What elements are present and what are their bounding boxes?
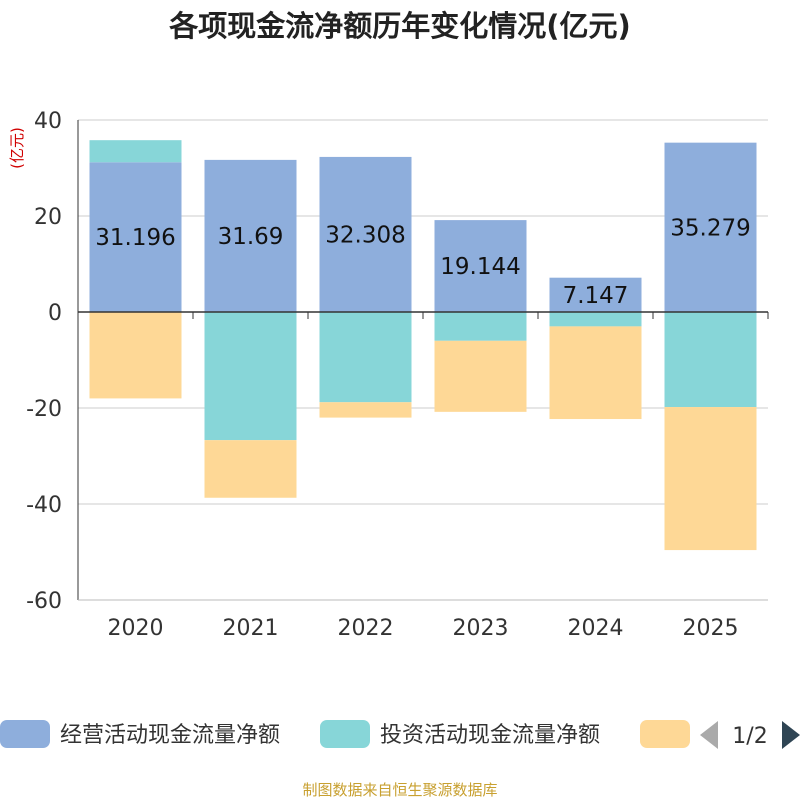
legend-page-indicator: 1/2 xyxy=(732,724,767,749)
legend-label-1[interactable]: 经营活动现金流量净额 xyxy=(60,723,280,748)
data-label-2020: 31.196 xyxy=(95,225,175,251)
legend-next-icon[interactable] xyxy=(782,721,800,749)
legend-label-2[interactable]: 投资活动现金流量净额 xyxy=(380,723,600,748)
data-label-2022: 32.308 xyxy=(325,222,405,248)
bar-2022-series-2 xyxy=(319,312,412,403)
y-tick-label: -20 xyxy=(26,397,62,422)
y-tick-label: 0 xyxy=(48,301,62,326)
legend-pager: 1/2 xyxy=(700,718,800,752)
bar-2023-series-2 xyxy=(434,312,527,341)
legend-swatch-2[interactable] xyxy=(320,720,370,748)
x-tick-label: 2024 xyxy=(568,616,624,641)
data-labels: 31.196 31.69 32.308 19.144 7.147 35.279 xyxy=(95,215,750,309)
legend-prev-icon[interactable] xyxy=(700,721,718,749)
data-label-2025: 35.279 xyxy=(670,215,750,241)
data-label-2024: 7.147 xyxy=(563,283,629,309)
legend-swatch-1[interactable] xyxy=(0,720,50,748)
bar-2023-series-1 xyxy=(434,220,527,312)
bar-2021-series-2 xyxy=(204,312,297,441)
legend-swatch-3[interactable] xyxy=(640,720,690,748)
bar-2025-series-1 xyxy=(664,142,757,312)
bar-2020-series-3 xyxy=(89,312,182,399)
bar-2024-series-2 xyxy=(549,312,642,327)
bars xyxy=(89,140,757,551)
bar-2021-series-3 xyxy=(204,440,297,498)
x-tick-label: 2025 xyxy=(683,616,739,641)
y-axis-label: (亿元) xyxy=(8,127,26,169)
data-label-2023: 19.144 xyxy=(440,254,520,280)
y-tick-label: -40 xyxy=(26,493,62,518)
bar-2024-series-3 xyxy=(549,326,642,420)
bar-2025-series-3 xyxy=(664,407,757,551)
x-tick-label: 2022 xyxy=(338,616,394,641)
bar-2022-series-3 xyxy=(319,402,412,418)
bar-2020-series-1 xyxy=(89,162,182,312)
bar-2022-series-1 xyxy=(319,156,412,312)
y-tick-label: -60 xyxy=(26,589,62,614)
bar-2024-series-1 xyxy=(549,277,642,312)
x-tick-label: 2021 xyxy=(223,616,279,641)
bar-2025-series-2 xyxy=(664,312,757,408)
bar-2021-series-1 xyxy=(204,159,297,312)
axes: 40 20 0 -20 -40 -60 2020 2021 2022 2023 2024 2025 xyxy=(26,109,769,641)
bar-2023-series-3 xyxy=(434,340,527,412)
data-label-2021: 31.69 xyxy=(218,224,284,250)
y-tick-label: 20 xyxy=(34,205,62,230)
x-tick-label: 2020 xyxy=(108,616,164,641)
chart-title: 各项现金流净额历年变化情况(亿元) xyxy=(168,9,631,43)
bar-2020-series-2 xyxy=(89,140,182,163)
legend: 经营活动现金流量净额 投资活动现金流量净额 xyxy=(0,720,690,748)
y-tick-label: 40 xyxy=(34,109,62,134)
footer-source: 制图数据来自恒生聚源数据库 xyxy=(302,781,497,799)
x-tick-label: 2023 xyxy=(453,616,509,641)
